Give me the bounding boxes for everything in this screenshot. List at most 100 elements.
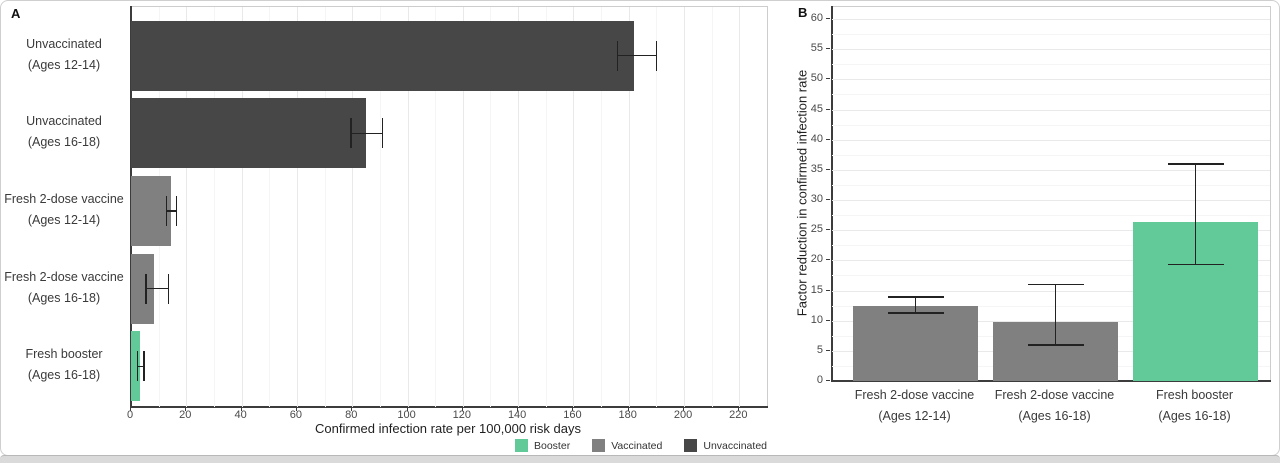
errorbar-cap-low (145, 274, 147, 304)
x-axis-tick-label: 120 (440, 409, 484, 421)
y-axis-tick-label: 15 (795, 284, 823, 296)
y-axis-tick (826, 320, 830, 321)
errorbar-cap-low (166, 196, 168, 226)
y-axis-tick (826, 48, 830, 49)
x-category-label: Fresh booster(Ages 16-18) (1095, 385, 1280, 427)
y-axis-tick-label: 35 (795, 163, 823, 175)
legend-item-booster: Booster (515, 439, 570, 452)
legend-swatch-booster (515, 439, 528, 452)
y-axis-tick-label: 40 (795, 133, 823, 145)
y-axis-tick (826, 78, 830, 79)
y-axis-tick-label: 10 (795, 314, 823, 326)
y-axis-tick-label: 60 (795, 12, 823, 24)
errorbar-cap-low (137, 351, 139, 381)
y-axis-tick (826, 259, 830, 260)
x-axis-tick-label: 180 (606, 409, 650, 421)
x-axis-tick-label: 200 (661, 409, 705, 421)
y-category-label: Fresh 2-dose vaccine(Ages 16-18) (3, 267, 125, 309)
x-axis-tick-label: 140 (495, 409, 539, 421)
x-axis-tick-label: 80 (329, 409, 373, 421)
legend: Booster Vaccinated Unvaccinated (1, 439, 1280, 452)
gridline-major (832, 49, 1270, 50)
x-axis-tick-label: 100 (385, 409, 429, 421)
y-category-label: Fresh booster(Ages 16-18) (3, 344, 125, 386)
y-axis-tick (826, 18, 830, 19)
y-axis-tick (826, 169, 830, 170)
errorbar-cap-high (656, 41, 658, 71)
errorbar-cap-high (176, 196, 178, 226)
gridline-minor (832, 125, 1270, 126)
y-axis-tick-label: 20 (795, 253, 823, 265)
y-category-label: Fresh 2-dose vaccine(Ages 12-14) (3, 189, 125, 231)
y-axis-tick (826, 380, 830, 381)
legend-item-unvaccinated: Unvaccinated (684, 439, 767, 452)
errorbar-line (1195, 164, 1196, 265)
panel-b-plot-area (831, 6, 1271, 382)
y-axis-tick-label: 50 (795, 72, 823, 84)
gridline-major (832, 170, 1270, 171)
y-category-label: Unvaccinated(Ages 16-18) (3, 111, 125, 153)
errorbar-line (915, 297, 916, 313)
legend-item-vaccinated: Vaccinated (592, 439, 662, 452)
y-axis-tick (826, 199, 830, 200)
gridline-major (739, 7, 740, 407)
y-axis-tick-label: 45 (795, 103, 823, 115)
gridline-minor (832, 155, 1270, 156)
gridline-major (832, 79, 1270, 80)
gridline-major (832, 110, 1270, 111)
gridline-minor (832, 215, 1270, 216)
gridline-minor (712, 7, 713, 407)
errorbar-cap-low (888, 312, 944, 314)
gridline-major (684, 7, 685, 407)
errorbar-cap-high (382, 118, 384, 148)
gridline-minor (832, 34, 1270, 35)
panel-a-label: A (11, 6, 20, 21)
errorbar-cap-high (143, 351, 145, 381)
gridline-minor (832, 64, 1270, 65)
gridline-major (832, 19, 1270, 20)
panel-a-x-axis-title: Confirmed infection rate per 100,000 ris… (130, 421, 766, 436)
y-axis-tick (826, 139, 830, 140)
legend-label-vaccinated: Vaccinated (611, 440, 662, 452)
panel-a-x-axis-line (130, 406, 768, 408)
errorbar-cap-low (1168, 264, 1224, 266)
legend-label-unvaccinated: Unvaccinated (703, 440, 767, 452)
y-axis-tick-label: 25 (795, 223, 823, 235)
legend-label-booster: Booster (534, 440, 570, 452)
errorbar-line (618, 55, 657, 56)
errorbar-line (351, 133, 383, 134)
y-axis-tick-label: 5 (795, 344, 823, 356)
errorbar-line (1055, 284, 1056, 344)
gridline-minor (832, 185, 1270, 186)
errorbar-cap-low (1028, 344, 1084, 346)
legend-swatch-vaccinated (592, 439, 605, 452)
errorbar-cap-high (1168, 163, 1224, 165)
y-category-label: Unvaccinated(Ages 12-14) (3, 34, 125, 76)
y-axis-tick (826, 350, 830, 351)
errorbar-cap-high (1028, 284, 1084, 286)
x-axis-tick-label: 0 (108, 409, 152, 421)
x-axis-tick-label: 60 (274, 409, 318, 421)
bar-Fresh 2-dose vaccine (Ages 12-14) (853, 306, 978, 381)
y-axis-tick (826, 229, 830, 230)
errorbar-cap-high (888, 296, 944, 298)
legend-swatch-unvaccinated (684, 439, 697, 452)
x-axis-tick-label: 160 (550, 409, 594, 421)
x-axis-tick-label: 40 (219, 409, 263, 421)
bar-Unvaccinated (Ages 16-18) (131, 98, 366, 168)
bar-Unvaccinated (Ages 12-14) (131, 21, 634, 91)
x-axis-tick-label: 20 (163, 409, 207, 421)
y-axis-tick (826, 290, 830, 291)
panel-b-y-axis-line (831, 6, 833, 382)
panel-a-plot-area (130, 6, 768, 408)
errorbar-cap-low (617, 41, 619, 71)
errorbar-line (146, 288, 169, 289)
gridline-major (832, 140, 1270, 141)
errorbar-cap-high (168, 274, 170, 304)
gridline-major (832, 200, 1270, 201)
y-axis-tick-label: 30 (795, 193, 823, 205)
gridline-minor (832, 94, 1270, 95)
y-axis-tick (826, 109, 830, 110)
x-axis-tick-label: 220 (716, 409, 760, 421)
